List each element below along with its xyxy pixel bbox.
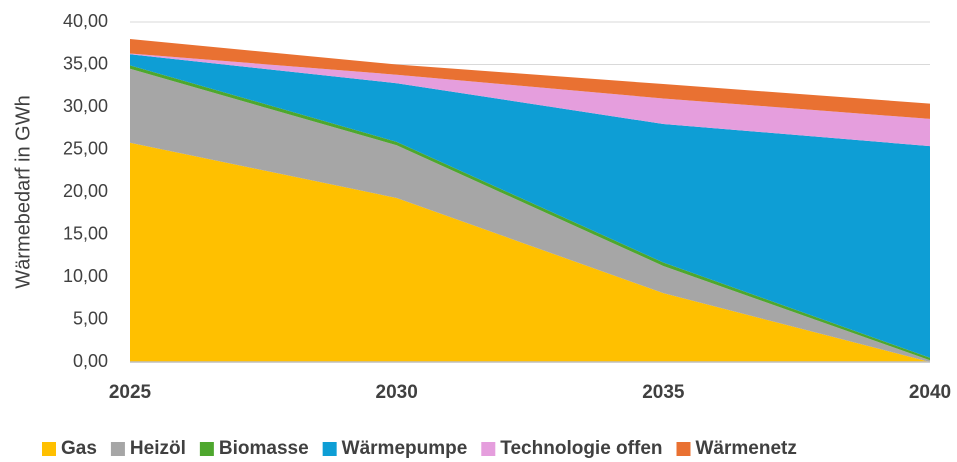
y-tick-label: 25,00 <box>63 138 108 158</box>
y-tick-label: 5,00 <box>73 308 108 328</box>
legend-label: Biomasse <box>219 438 309 459</box>
y-tick-label: 20,00 <box>63 181 108 201</box>
area <box>130 68 930 362</box>
area <box>130 54 930 358</box>
legend-label: Wärmepumpe <box>342 438 468 459</box>
y-tick-label: 10,00 <box>63 266 108 286</box>
legend-swatch <box>481 442 496 456</box>
area <box>130 142 930 362</box>
area <box>130 39 930 119</box>
legend-label: Gas <box>61 438 97 459</box>
y-tick-label: 15,00 <box>63 223 108 243</box>
legend-swatch <box>676 442 691 456</box>
y-tick-label: 30,00 <box>63 96 108 116</box>
legend-swatch <box>322 442 337 456</box>
legend-label: Heizöl <box>130 438 186 459</box>
legend-label: Wärmenetz <box>696 438 797 459</box>
x-tick-label: 2040 <box>909 382 951 403</box>
y-tick-label: 35,00 <box>63 53 108 73</box>
y-tick-label: 0,00 <box>73 351 108 371</box>
area <box>130 65 930 361</box>
x-tick-label: 2035 <box>642 382 685 403</box>
legend-swatch <box>42 442 56 456</box>
legend-label: Technologie offen <box>500 438 662 459</box>
area <box>130 53 930 147</box>
x-tick-label: 2030 <box>376 382 418 403</box>
y-tick-label: 40,00 <box>63 11 108 31</box>
legend-swatch <box>110 442 125 456</box>
legend-swatch <box>199 442 214 456</box>
y-axis-label: Wärmebedarf in GWh <box>12 95 34 288</box>
x-tick-label: 2025 <box>109 382 152 403</box>
